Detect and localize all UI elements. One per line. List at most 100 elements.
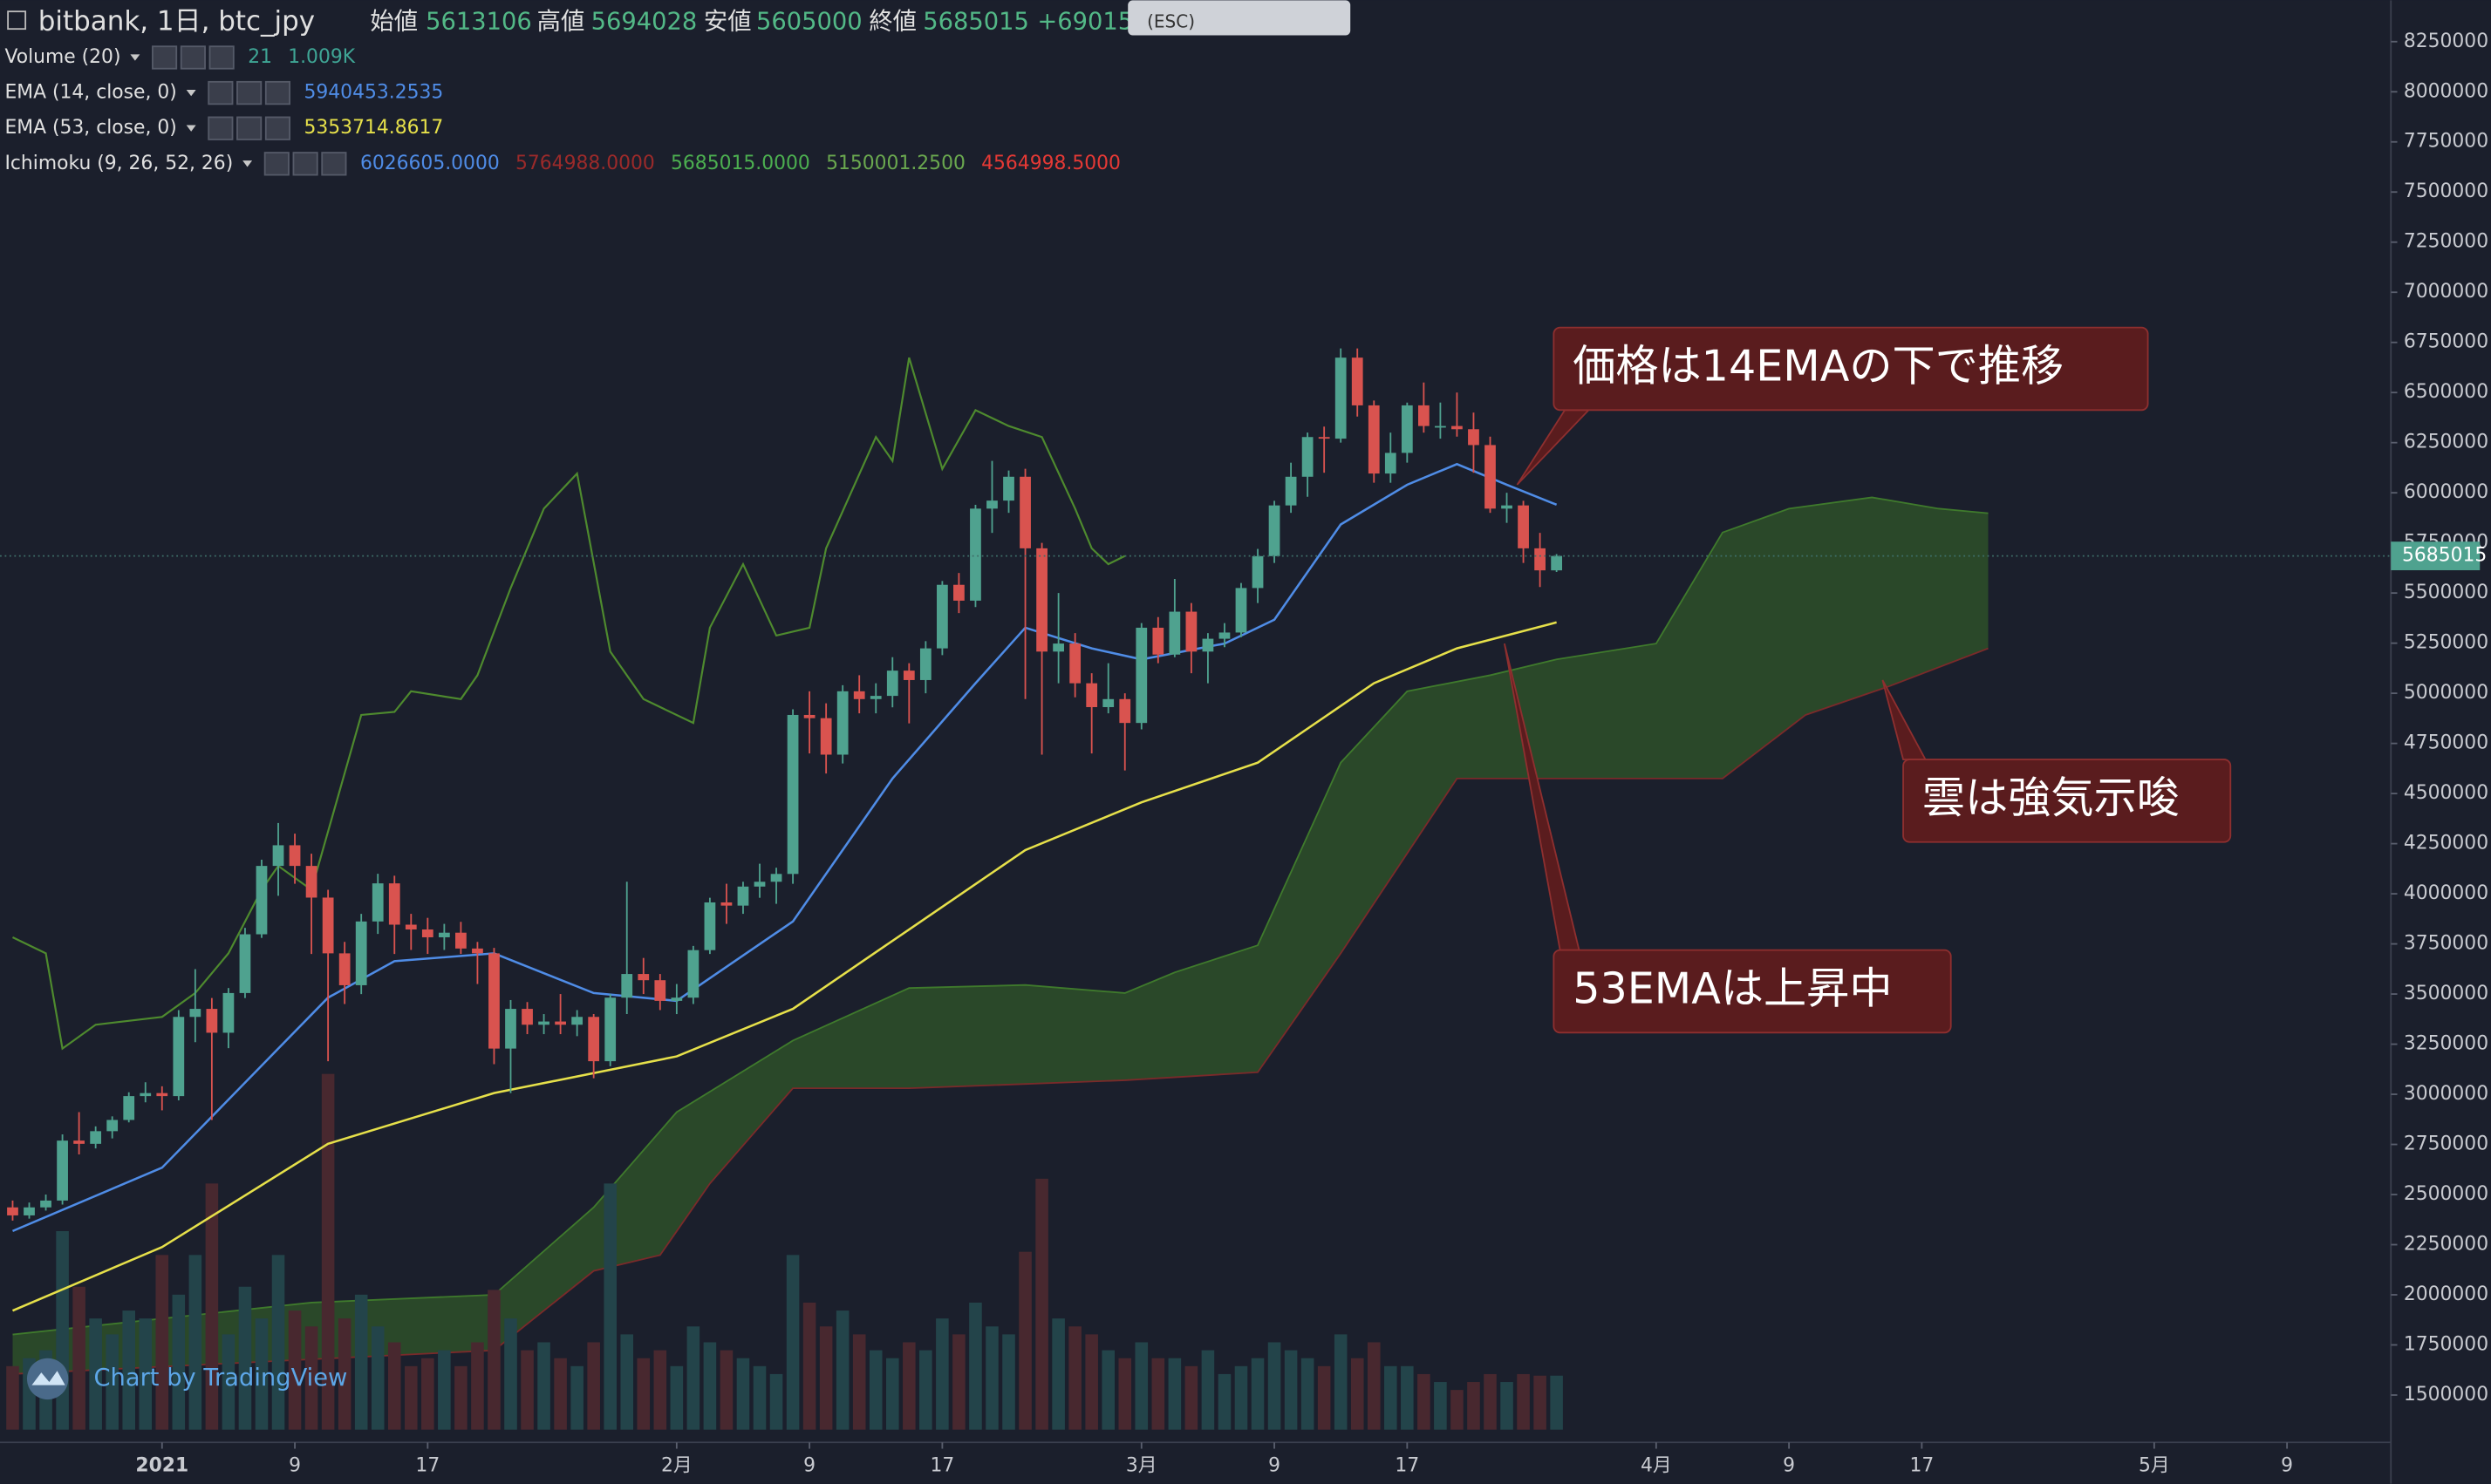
volume-bar bbox=[405, 1365, 418, 1430]
candle-body bbox=[505, 1009, 516, 1049]
y-tick-label: 3750000 bbox=[2404, 933, 2488, 955]
candle-body bbox=[256, 866, 268, 935]
indicator-name: Volume (20) bbox=[4, 46, 120, 68]
candle-body bbox=[604, 997, 617, 1062]
y-tick-label: 2000000 bbox=[2404, 1283, 2488, 1305]
volume-bar bbox=[1068, 1326, 1082, 1430]
ohlc-label: 高値 bbox=[537, 8, 585, 35]
candle-body bbox=[90, 1131, 102, 1144]
candle-body bbox=[588, 1017, 600, 1062]
indicator-value: 21 bbox=[248, 46, 272, 68]
candle-body bbox=[73, 1140, 85, 1144]
collapse-icon[interactable] bbox=[7, 10, 27, 31]
volume-bar bbox=[836, 1310, 850, 1430]
candle-body bbox=[338, 953, 351, 985]
indicator-button[interactable] bbox=[236, 80, 263, 106]
candle-body bbox=[555, 1021, 566, 1025]
volume-bar bbox=[1002, 1334, 1015, 1430]
volume-bar bbox=[986, 1326, 999, 1430]
y-tick-label: 5250000 bbox=[2404, 632, 2488, 654]
dropdown-icon[interactable] bbox=[130, 54, 140, 61]
candle-body bbox=[1417, 405, 1430, 426]
indicator-button[interactable] bbox=[180, 45, 206, 70]
volume-bar bbox=[72, 1286, 85, 1430]
dropdown-icon[interactable] bbox=[242, 160, 253, 167]
ohlc-value: 5685015 bbox=[923, 8, 1029, 35]
annotations: 価格は14EMAの下で推移 雲は強気示唆 53EMAは上昇中 bbox=[1503, 326, 2232, 1034]
volume-bar bbox=[903, 1342, 916, 1430]
candle-body bbox=[704, 902, 716, 950]
indicator-button[interactable] bbox=[292, 152, 318, 176]
volume-bar bbox=[670, 1365, 684, 1430]
candle-body bbox=[272, 845, 284, 867]
volume-bar bbox=[537, 1342, 550, 1430]
candle-body bbox=[222, 992, 235, 1033]
candle-body bbox=[953, 584, 965, 601]
candle-body bbox=[1534, 548, 1546, 571]
tooltip-text: (ESC) bbox=[1147, 10, 1195, 31]
candle-body bbox=[803, 714, 816, 718]
indicator-button[interactable] bbox=[152, 45, 178, 70]
candle-body bbox=[455, 932, 467, 949]
candle-body bbox=[970, 508, 981, 601]
y-tick-label: 1750000 bbox=[2404, 1333, 2488, 1355]
candle-body bbox=[189, 1009, 201, 1018]
volume-bar bbox=[1334, 1334, 1348, 1430]
ohlc-label: 安値 bbox=[704, 8, 752, 35]
indicator-value: 1.009K bbox=[288, 46, 356, 68]
dropdown-icon[interactable] bbox=[186, 89, 196, 97]
indicator-button[interactable] bbox=[264, 80, 291, 106]
indicator-button[interactable] bbox=[208, 45, 235, 70]
candle-body bbox=[903, 671, 915, 680]
candle-body bbox=[1435, 425, 1446, 428]
volume-bar bbox=[720, 1350, 734, 1430]
indicator-button[interactable] bbox=[321, 152, 347, 176]
candle-body bbox=[937, 584, 948, 649]
volume-bar bbox=[604, 1183, 617, 1430]
volume-bar bbox=[869, 1350, 883, 1430]
candle-body bbox=[372, 883, 384, 922]
candle-body bbox=[106, 1120, 119, 1132]
volume-bar bbox=[1350, 1358, 1364, 1430]
indicator-button[interactable] bbox=[208, 80, 234, 106]
candle-body bbox=[571, 1017, 584, 1025]
ema-line bbox=[11, 621, 1557, 1312]
volume-bar bbox=[852, 1334, 866, 1430]
volume-bar bbox=[304, 1326, 318, 1430]
candle-body bbox=[853, 691, 865, 699]
callout-box bbox=[1553, 326, 2149, 412]
dropdown-icon[interactable] bbox=[186, 125, 196, 132]
annotation: 雲は強気示唆 bbox=[1922, 773, 2180, 823]
candle-body bbox=[1484, 445, 1496, 509]
volume-bar bbox=[885, 1358, 899, 1430]
volume-bar bbox=[1550, 1375, 1563, 1430]
plot-area bbox=[0, 348, 2392, 1430]
indicator-button[interactable] bbox=[236, 116, 263, 140]
indicator-button[interactable] bbox=[264, 116, 291, 140]
indicator-button[interactable] bbox=[263, 152, 290, 176]
candle-body bbox=[1551, 555, 1563, 571]
y-tick-label: 5000000 bbox=[2404, 682, 2488, 704]
volume-bar bbox=[703, 1342, 717, 1430]
x-tick-label: 4月 bbox=[1641, 1455, 1672, 1477]
y-tick-label: 4750000 bbox=[2404, 732, 2488, 754]
volume-bar bbox=[504, 1318, 517, 1430]
volume-bar bbox=[1234, 1365, 1248, 1430]
volume-bar bbox=[786, 1255, 800, 1430]
volume-bar bbox=[321, 1073, 335, 1430]
y-tick-label: 1500000 bbox=[2404, 1384, 2488, 1406]
y-tick-label: 7000000 bbox=[2404, 281, 2488, 303]
volume-bar bbox=[1118, 1358, 1132, 1430]
volume-bar bbox=[1168, 1358, 1182, 1430]
y-tick-label: 8250000 bbox=[2404, 31, 2488, 52]
indicator-name: Ichimoku (9, 26, 52, 26) bbox=[4, 153, 233, 174]
candle-body bbox=[421, 929, 433, 937]
candle-body bbox=[1285, 476, 1297, 506]
candle-body bbox=[140, 1093, 152, 1097]
indicator-button[interactable] bbox=[208, 116, 234, 140]
candle-body bbox=[1086, 683, 1098, 707]
indicator-value: 4564998.5000 bbox=[981, 153, 1121, 174]
y-tick-label: 4250000 bbox=[2404, 833, 2488, 854]
indicator-name: EMA (53, close, 0) bbox=[4, 117, 176, 139]
